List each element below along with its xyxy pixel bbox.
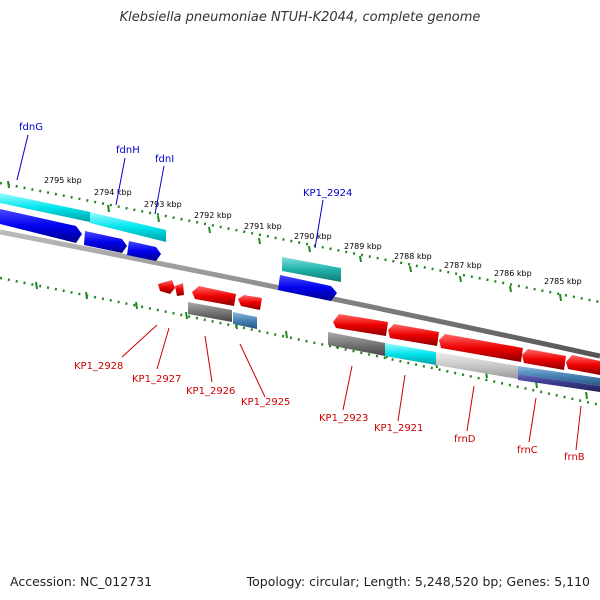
gene-label-frnC: frnC	[517, 445, 538, 456]
gene-label-KP1_2925: KP1_2925	[241, 397, 290, 408]
gene-label-fdnI: fdnI	[155, 154, 174, 165]
gene-label-KP1_2928: KP1_2928	[74, 361, 123, 372]
forward-tick-track	[0, 181, 600, 304]
cds-KP1_2923	[333, 314, 388, 336]
scale-label-2785: 2785 kbp	[544, 277, 582, 286]
cds-fdnG	[0, 209, 82, 243]
scale-label-2787: 2787 kbp	[444, 261, 482, 270]
scale-label-2788: 2788 kbp	[394, 252, 432, 261]
gene-KP1_2925-feature	[233, 312, 257, 329]
gene-KP1_2924-feature	[282, 257, 341, 282]
gene-label-fdnG: fdnG	[19, 122, 43, 133]
scale-label-2789: 2789 kbp	[344, 242, 382, 251]
cds-KP1_2928	[158, 280, 175, 294]
gene-fdnH-feature	[90, 212, 166, 242]
gene-label-fdnH: fdnH	[116, 145, 140, 156]
forward-leader-lines	[16, 134, 324, 249]
gene-KP1_2926-feature	[188, 302, 232, 322]
cds-KP1_2925	[238, 295, 262, 310]
scale-label-2793: 2793 kbp	[144, 200, 182, 209]
cds-KP1_2921	[388, 324, 439, 346]
map-title: Klebsiella pneumoniae NTUH-K2044, comple…	[119, 10, 481, 25]
scale-labels: 2795 kbp 2794 kbp 2793 kbp 2792 kbp 2791…	[44, 176, 582, 286]
scale-label-2786: 2786 kbp	[494, 269, 532, 278]
gene-label-KP1_2927: KP1_2927	[132, 374, 181, 385]
scale-label-2790: 2790 kbp	[294, 232, 332, 241]
reverse-leader-lines	[121, 324, 582, 451]
forward-features	[0, 193, 341, 301]
accession-text: Accession: NC_012731	[10, 574, 153, 589]
scale-label-2792: 2792 kbp	[194, 211, 232, 220]
gene-frnC-feature	[518, 366, 600, 386]
reverse-features	[158, 280, 600, 392]
gene-label-KP1_2926: KP1_2926	[186, 386, 235, 397]
gene-frnD-feature	[436, 352, 518, 379]
forward-gene-labels: fdnG fdnH fdnI KP1_2924	[19, 122, 352, 199]
genome-summary-text: Topology: circular; Length: 5,248,520 bp…	[246, 574, 590, 589]
gene-label-KP1_2924: KP1_2924	[303, 188, 352, 199]
scale-label-2791: 2791 kbp	[244, 222, 282, 231]
forward-major-ticks	[7, 180, 562, 302]
cds-fdnH	[84, 231, 127, 253]
gene-KP1_2921-feature	[385, 343, 436, 365]
gene-frnB-feature	[518, 374, 600, 392]
scale-label-2795: 2795 kbp	[44, 176, 82, 185]
cds-KP1_2924	[278, 275, 337, 301]
reverse-major-ticks	[35, 281, 588, 400]
reverse-gene-labels: KP1_2928 KP1_2927 KP1_2926 KP1_2925 KP1_…	[74, 361, 585, 463]
gene-fdnG-feature	[0, 193, 90, 222]
cds-fdnI	[127, 241, 161, 261]
gene-KP1_2923-feature	[328, 332, 385, 356]
scale-label-2794: 2794 kbp	[94, 188, 132, 197]
cds-KP1_2927	[175, 283, 184, 296]
cds-KP1_2926	[192, 286, 236, 306]
gene-label-KP1_2923: KP1_2923	[319, 413, 368, 424]
cds-frnD	[439, 334, 523, 362]
cds-frnB	[566, 355, 600, 375]
gene-label-frnB: frnB	[564, 452, 585, 463]
reverse-tick-track	[0, 276, 600, 407]
gene-label-frnD: frnD	[454, 434, 476, 445]
cds-frnC	[522, 349, 566, 370]
gene-label-KP1_2921: KP1_2921	[374, 423, 423, 434]
